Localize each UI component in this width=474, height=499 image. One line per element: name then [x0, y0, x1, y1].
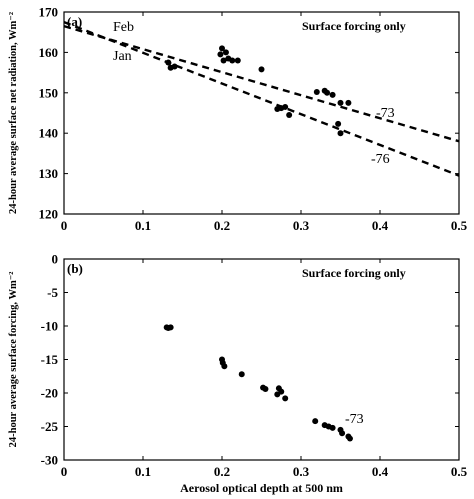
y-tick-label: -15 [41, 352, 59, 367]
x-axis-label: Aerosol optical depth at 500 nm [180, 481, 343, 495]
panel-label: (b) [67, 261, 83, 276]
data-point [329, 91, 336, 98]
slope-label-jan: -76 [371, 152, 390, 167]
series-name-jan: Jan [113, 49, 132, 64]
panel-title: Surface forcing only [302, 266, 406, 280]
data-point [171, 63, 178, 70]
y-tick-label: -20 [41, 386, 58, 401]
x-tick-label: 0.5 [451, 464, 468, 479]
data-point [262, 385, 269, 392]
x-tick-label: 0.3 [293, 218, 310, 233]
y-tick-label: 150 [39, 85, 59, 100]
fit-line-jan [64, 20, 459, 177]
x-tick-label: 0.4 [372, 218, 389, 233]
x-tick-label: 0.3 [293, 464, 310, 479]
data-point [329, 424, 336, 431]
y-tick-label: -25 [41, 419, 59, 434]
data-point [238, 371, 245, 378]
x-tick-label: 0.1 [135, 464, 151, 479]
data-point [282, 395, 289, 402]
y-tick-label: 170 [39, 5, 59, 20]
x-tick-label: 0 [61, 218, 68, 233]
data-point [220, 57, 227, 64]
data-point [312, 418, 319, 425]
data-point [278, 388, 285, 395]
plot-frame [63, 11, 460, 215]
y-tick-label: -30 [41, 453, 58, 468]
series-name-feb: Feb [113, 20, 134, 35]
data-point [222, 49, 229, 56]
y-tick-label: -10 [41, 319, 58, 334]
data-point [258, 66, 265, 73]
data-point [234, 57, 241, 64]
data-point [167, 324, 174, 331]
y-axis-label: 24-hour average surface forcing, Wm⁻² [8, 272, 19, 448]
data-point [335, 120, 342, 127]
data-point [313, 88, 320, 95]
data-point [346, 435, 353, 442]
panel-label: (a) [67, 14, 82, 29]
data-point [165, 59, 172, 66]
data-point [229, 57, 236, 64]
data-point [337, 130, 344, 137]
data-point [217, 51, 224, 58]
slope-label-feb: -73 [376, 106, 395, 121]
data-point [324, 89, 331, 96]
y-tick-label: 140 [39, 126, 59, 141]
x-tick-label: 0.2 [214, 464, 230, 479]
x-tick-label: 0.2 [214, 218, 230, 233]
panel-b: 0 0.1 0.2 0.3 0.4 0.5 0 -5 -10 -15 -20 -25 -30 24-hou… [8, 252, 468, 496]
plot-frame [63, 258, 460, 461]
x-tick-label: 0 [61, 464, 68, 479]
fit-line-feb [64, 24, 459, 143]
y-tick-label: 0 [52, 252, 59, 267]
panel-a: 0 0.1 0.2 0.3 0.4 0.5 120 130 140 150 160 170 24-hou… [8, 5, 468, 234]
data-point [337, 99, 344, 106]
data-point [345, 99, 352, 106]
y-tick-label: -5 [47, 285, 58, 300]
data-point [219, 45, 225, 52]
data-point [221, 363, 228, 370]
slope-annotation: -73 [345, 412, 364, 427]
panel-title: Surface forcing only [302, 19, 406, 33]
data-point [282, 103, 289, 110]
x-tick-label: 0.1 [135, 218, 151, 233]
data-point [339, 430, 346, 437]
y-tick-label: 130 [39, 166, 59, 181]
y-tick-label: 160 [39, 45, 59, 60]
y-axis-label: 24-hour average surface net radiation, W… [8, 12, 19, 214]
x-tick-label: 0.4 [372, 464, 389, 479]
y-tick-label: 120 [39, 207, 59, 222]
data-point [286, 112, 293, 119]
x-tick-label: 0.5 [451, 218, 468, 233]
